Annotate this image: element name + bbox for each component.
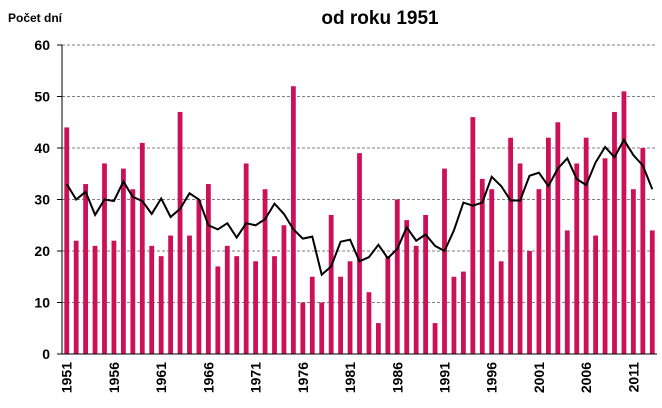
- bar: [612, 111, 617, 354]
- bar: [564, 230, 570, 354]
- bar: [432, 323, 438, 354]
- bar: [621, 91, 627, 354]
- x-tick-label: 1951: [59, 362, 75, 393]
- bar: [111, 240, 117, 354]
- x-tick-label: 1961: [153, 362, 169, 393]
- bar: [583, 137, 589, 354]
- bar: [158, 256, 164, 354]
- y-tick-label: 10: [34, 295, 50, 311]
- x-tick-label: 1996: [484, 362, 500, 393]
- bar: [300, 302, 306, 354]
- bar: [630, 189, 636, 354]
- bar: [649, 230, 655, 354]
- bar: [64, 127, 70, 355]
- chart-title: od roku 1951: [321, 8, 439, 29]
- x-tick-label: 1971: [248, 362, 264, 393]
- bar: [527, 251, 532, 354]
- y-axis-label: Počet dní: [8, 11, 63, 25]
- bar: [149, 245, 155, 354]
- bar: [451, 276, 457, 354]
- bar: [253, 261, 259, 354]
- y-tick-label: 60: [34, 37, 50, 53]
- x-tick-label: 1976: [295, 362, 311, 393]
- bar: [394, 199, 400, 354]
- bar: [272, 256, 277, 354]
- bar: [489, 189, 495, 354]
- y-tick-label: 0: [42, 346, 50, 362]
- bar: [73, 240, 79, 354]
- bar: [205, 184, 211, 354]
- bar: [130, 189, 136, 354]
- bar: [309, 276, 315, 354]
- bar: [168, 235, 174, 354]
- bar: [347, 261, 353, 354]
- bar: [640, 148, 646, 354]
- bar: [262, 189, 268, 354]
- bar: [545, 137, 551, 354]
- bar: [281, 225, 287, 354]
- bar: [423, 214, 429, 354]
- bar: [290, 86, 296, 354]
- x-tick-label: 1981: [342, 362, 358, 393]
- bar: [442, 168, 447, 354]
- x-tick-label: 1991: [437, 362, 453, 393]
- y-tick-label: 20: [34, 243, 50, 259]
- bar: [92, 245, 98, 354]
- bar: [139, 142, 145, 354]
- bar: [508, 137, 514, 354]
- y-tick-label: 50: [34, 89, 50, 105]
- bar: [234, 256, 240, 354]
- bar: [338, 276, 344, 354]
- bar: [413, 245, 419, 354]
- bar: [404, 220, 410, 354]
- x-tick-label: 1986: [389, 362, 405, 393]
- bar: [196, 199, 202, 354]
- bar: [498, 261, 504, 354]
- bar: [120, 168, 126, 354]
- bar: [177, 111, 183, 354]
- bar: [385, 256, 391, 354]
- bar: [555, 122, 561, 354]
- x-tick-label: 2006: [578, 362, 594, 393]
- bar: [536, 189, 542, 354]
- bar: [375, 323, 381, 354]
- x-tick-label: 1956: [106, 362, 122, 393]
- bar: [187, 235, 192, 354]
- bar: [574, 163, 580, 354]
- y-tick-label: 30: [34, 192, 50, 208]
- x-tick-label: 1966: [200, 362, 216, 393]
- bar: [602, 158, 608, 354]
- bar: [243, 163, 249, 354]
- bar: [319, 302, 325, 354]
- bar: [328, 214, 334, 354]
- x-tick-label: 2011: [625, 362, 641, 393]
- bar: [102, 163, 107, 354]
- bar: [470, 117, 476, 354]
- bar: [517, 163, 523, 354]
- bar: [224, 245, 230, 354]
- moving-average-line: [65, 137, 654, 277]
- x-tick-label: 2001: [531, 362, 547, 393]
- bar: [593, 235, 599, 354]
- bar: [83, 184, 89, 354]
- bar: [215, 266, 221, 354]
- bar: [357, 153, 362, 354]
- bar: [479, 178, 485, 354]
- bar: [460, 271, 466, 354]
- y-tick-label: 40: [34, 140, 50, 156]
- bar: [366, 292, 372, 354]
